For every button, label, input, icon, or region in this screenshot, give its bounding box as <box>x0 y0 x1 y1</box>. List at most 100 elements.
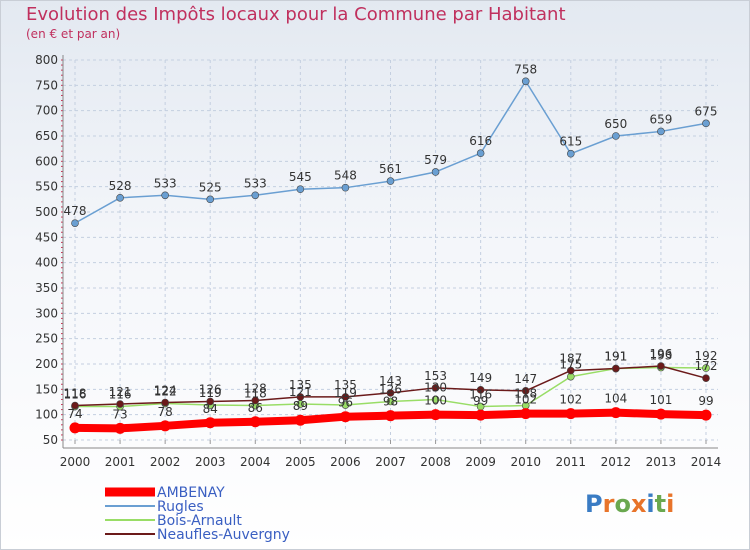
data-point <box>702 364 710 372</box>
data-point <box>251 396 260 405</box>
data-point <box>206 195 215 204</box>
data-label: 196 <box>649 347 672 361</box>
data-label: 616 <box>469 134 492 148</box>
data-point <box>612 132 620 140</box>
y-tick-label: 500 <box>35 205 58 219</box>
chart-title: Evolution des Impôts locaux pour la Comm… <box>26 4 566 25</box>
data-label: 84 <box>203 402 218 416</box>
data-point <box>71 219 79 227</box>
data-label: 101 <box>649 393 672 407</box>
data-point <box>566 149 575 158</box>
data-label: 74 <box>67 407 82 421</box>
data-label: 86 <box>248 401 263 415</box>
data-label: 96 <box>338 396 353 410</box>
data-label: 191 <box>604 350 627 364</box>
data-label: 118 <box>64 387 87 401</box>
data-label: 116 <box>469 388 492 402</box>
data-point <box>476 386 485 394</box>
y-tick-label: 50 <box>43 433 58 447</box>
data-point <box>339 411 351 423</box>
data-point <box>657 127 665 136</box>
data-label: 118 <box>244 387 267 401</box>
data-point <box>114 422 126 434</box>
data-point <box>521 77 530 86</box>
data-label: 119 <box>199 386 222 400</box>
x-tick-label: 2001 <box>105 455 136 469</box>
grid <box>63 59 718 441</box>
data-label: 193 <box>649 349 672 363</box>
data-point <box>520 408 532 420</box>
x-tick-label: 2002 <box>150 455 181 469</box>
chart-subtitle: (en € et par an) <box>26 27 121 41</box>
data-label: 192 <box>695 349 718 363</box>
data-label: 175 <box>559 358 582 372</box>
data-point <box>294 414 306 426</box>
y-tick-label: 350 <box>35 281 58 295</box>
x-tick-label: 2010 <box>510 455 541 469</box>
data-label: 118 <box>514 387 537 401</box>
data-point <box>566 366 575 375</box>
data-label: 116 <box>64 388 87 402</box>
y-tick-label: 100 <box>35 408 58 422</box>
y-tick-label: 450 <box>35 230 58 244</box>
x-tick-label: 2013 <box>646 455 677 469</box>
x-tick-label: 2014 <box>691 455 722 469</box>
data-point <box>341 183 350 192</box>
data-point <box>116 400 124 408</box>
y-tick-label: 600 <box>35 154 58 168</box>
legend-label: Neaufles-Auvergny <box>157 527 290 543</box>
y-tick-label: 650 <box>35 129 58 143</box>
data-label: 172 <box>695 359 718 373</box>
data-point <box>655 408 667 420</box>
data-label: 122 <box>154 385 177 399</box>
y-tick-label: 550 <box>35 180 58 194</box>
legend-label: AMBENAY <box>157 485 225 501</box>
data-label: 528 <box>109 179 132 193</box>
data-point <box>431 395 440 404</box>
data-label: 130 <box>424 380 447 394</box>
y-tick-label: 700 <box>35 104 58 118</box>
data-label: 116 <box>109 388 132 402</box>
x-tick-label: 2006 <box>330 455 361 469</box>
data-label: 126 <box>199 382 222 396</box>
data-label: 561 <box>379 162 402 176</box>
x-tick-label: 2004 <box>240 455 271 469</box>
data-label: 135 <box>289 378 312 392</box>
x-tick-label: 2000 <box>60 455 91 469</box>
data-label: 659 <box>649 112 672 126</box>
data-label: 153 <box>424 369 447 383</box>
data-point <box>702 374 710 382</box>
x-tick-label: 2011 <box>556 455 587 469</box>
data-label: 675 <box>695 104 718 118</box>
data-label: 525 <box>199 180 222 194</box>
legend: AMBENAYRuglesBois-ArnaultNeaufles-Auverg… <box>105 485 290 543</box>
proxiti-logo: Proxiti <box>585 490 675 518</box>
data-point <box>431 168 440 176</box>
data-label: 533 <box>154 176 177 190</box>
data-label: 102 <box>514 393 537 407</box>
data-point <box>700 409 712 421</box>
y-tick-label: 250 <box>35 332 58 346</box>
labels-layer: 74 73 78 84 86 89 96 98 100 99 102 102 104 101 99 478 52… <box>64 62 718 421</box>
y-tick-label: 300 <box>35 306 58 320</box>
x-tick-label: 2008 <box>420 455 451 469</box>
data-point <box>341 401 350 409</box>
data-point <box>116 194 124 202</box>
legend-label: Bois-Arnault <box>157 513 242 529</box>
data-point <box>475 409 487 421</box>
data-point <box>69 422 81 434</box>
data-label: 143 <box>379 374 402 388</box>
data-label: 99 <box>698 394 713 408</box>
data-label: 191 <box>604 350 627 364</box>
data-label: 121 <box>289 385 312 399</box>
data-label: 650 <box>604 117 627 131</box>
data-point <box>521 387 530 395</box>
data-point <box>159 420 171 432</box>
data-label: 126 <box>379 382 402 396</box>
data-point <box>251 191 260 200</box>
data-point <box>565 408 577 420</box>
data-point <box>385 410 396 422</box>
data-point <box>476 149 485 158</box>
data-label: 100 <box>424 394 447 408</box>
data-label: 615 <box>559 135 582 149</box>
